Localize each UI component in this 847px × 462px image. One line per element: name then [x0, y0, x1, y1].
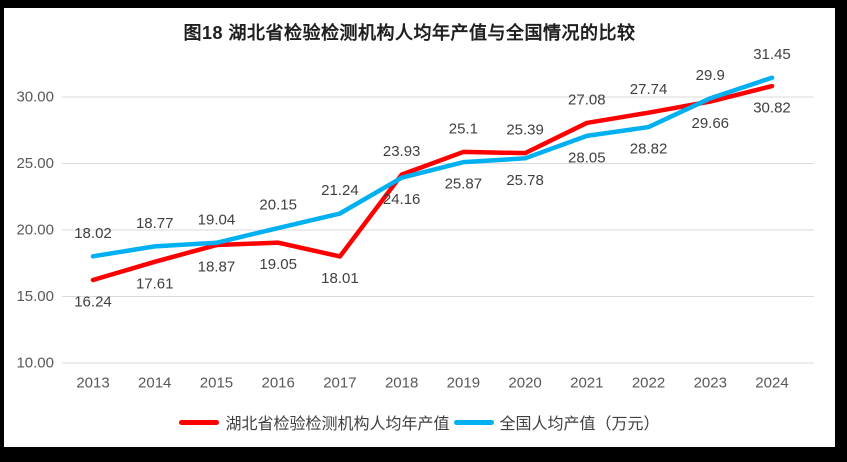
data-label-national: 18.77 [136, 215, 174, 232]
x-tick-label: 2020 [508, 375, 541, 392]
data-label-national: 31.45 [753, 46, 791, 63]
data-label-hubei: 18.01 [321, 270, 359, 287]
legend: 湖北省检验检测机构人均年产值 全国人均产值（万元） [4, 409, 835, 435]
x-tick-label: 2016 [261, 375, 294, 392]
data-label-national: 20.15 [259, 197, 297, 214]
legend-item-hubei: 湖北省检验检测机构人均年产值 [179, 410, 450, 434]
legend-item-national: 全国人均产值（万元） [453, 410, 660, 434]
hubei-line-swatch [179, 419, 220, 425]
data-label-hubei: 17.61 [136, 275, 174, 292]
data-label-hubei: 24.16 [383, 191, 421, 208]
x-tick-label: 2022 [632, 375, 665, 392]
x-tick-label: 2021 [570, 375, 603, 392]
hubei-line [90, 83, 775, 283]
y-tick-label: 25.00 [16, 155, 54, 172]
plot-area: 10.00 15.00 20.00 25.00 30.00 2013 2014 2015 201… [16, 46, 814, 392]
data-label-national: 25.39 [506, 122, 544, 139]
data-label-national: 19.04 [198, 211, 236, 228]
national-line-swatch [453, 419, 494, 425]
data-label-national: 25.1 [449, 120, 478, 137]
y-tick-label: 20.00 [16, 222, 54, 239]
chart-title: 图18 湖北省检验检测机构人均年产值与全国情况的比较 [183, 23, 636, 43]
x-tick-label: 2014 [138, 375, 171, 392]
y-tick-label: 15.00 [16, 288, 54, 305]
x-tick-label: 2023 [694, 375, 727, 392]
x-tick-label: 2015 [200, 375, 233, 392]
x-tick-label: 2013 [76, 375, 109, 392]
data-label-hubei: 30.82 [753, 100, 791, 117]
legend-label-hubei: 湖北省检验检测机构人均年产值 [225, 416, 450, 433]
national-line [90, 75, 775, 259]
data-label-hubei: 25.87 [445, 176, 483, 193]
data-label-hubei: 16.24 [74, 294, 112, 311]
data-label-hubei: 28.82 [630, 141, 668, 158]
data-label-hubei: 25.78 [506, 172, 544, 189]
chart-canvas: 图18 湖北省检验检测机构人均年产值与全国情况的比较 10.00 15.00 20.… [4, 8, 835, 447]
data-label-hubei: 19.05 [259, 256, 297, 273]
data-label-national: 23.93 [383, 143, 421, 160]
x-tick-label: 2019 [447, 375, 480, 392]
legend-label-national: 全国人均产值（万元） [499, 416, 660, 433]
data-label-hubei: 18.87 [198, 259, 236, 276]
data-label-national: 29.9 [696, 67, 725, 84]
data-label-national: 18.02 [74, 225, 112, 242]
data-label-hubei: 28.05 [568, 149, 606, 166]
data-label-national: 27.08 [568, 91, 606, 108]
x-tick-label: 2017 [323, 375, 356, 392]
x-tick-label: 2024 [755, 375, 788, 392]
data-label-hubei: 29.66 [691, 115, 729, 132]
data-label-national: 21.24 [321, 182, 359, 199]
x-tick-label: 2018 [385, 375, 418, 392]
y-tick-label: 30.00 [16, 89, 54, 106]
data-label-national: 27.74 [630, 81, 668, 98]
y-tick-label: 10.00 [16, 355, 54, 372]
